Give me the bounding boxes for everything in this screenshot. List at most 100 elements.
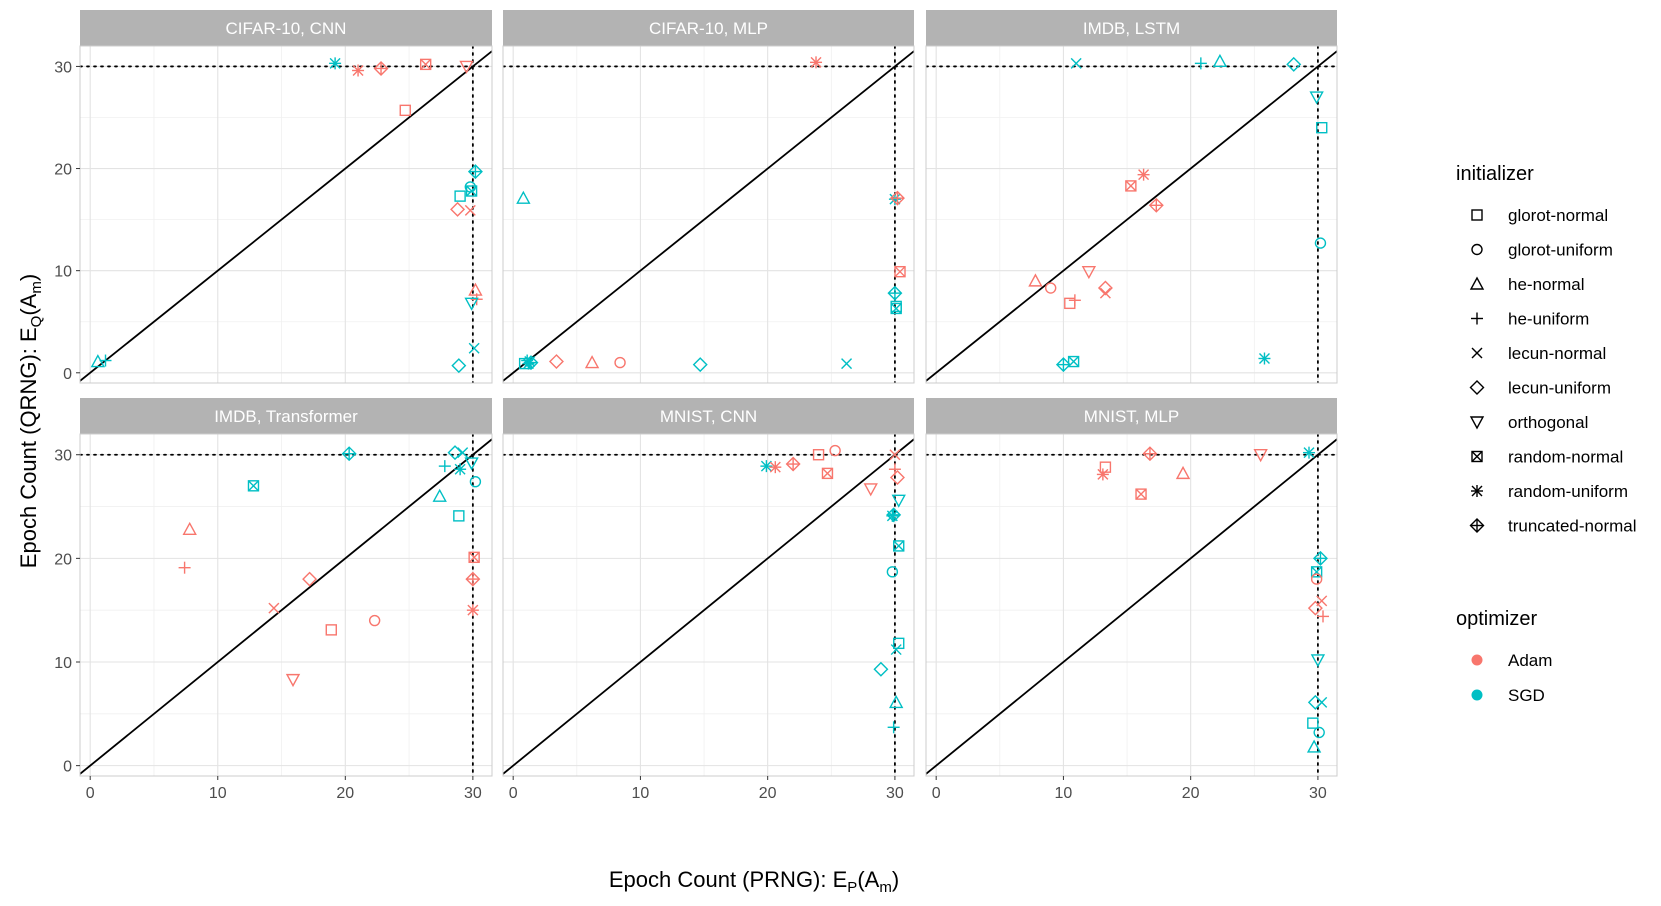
y-tick-label: 20 — [54, 162, 72, 179]
data-point — [468, 342, 480, 354]
data-point — [873, 661, 889, 677]
data-point — [329, 57, 342, 70]
data-points — [516, 56, 906, 373]
data-point — [863, 483, 878, 497]
data-point — [469, 475, 482, 488]
x-axis-title: Epoch Count (PRNG): EP(Am) — [609, 867, 899, 896]
data-points — [90, 57, 483, 374]
data-point — [419, 58, 432, 71]
data-point — [438, 460, 451, 473]
legend-item-glorot-normal: glorot-normal — [1471, 206, 1608, 225]
data-point — [769, 461, 782, 474]
data-points — [178, 445, 482, 688]
data-point — [468, 282, 483, 296]
diagonal-line — [503, 438, 914, 775]
data-point — [1212, 53, 1228, 68]
legend-label: Adam — [1508, 651, 1552, 670]
data-point — [516, 190, 531, 204]
legend-label: he-uniform — [1508, 310, 1589, 329]
x-tick-label: 30 — [1309, 785, 1327, 802]
facet-strip — [80, 398, 492, 434]
data-point — [465, 571, 481, 587]
legend-label: glorot-uniform — [1508, 241, 1613, 260]
legend-item-adam: Adam — [1471, 651, 1552, 670]
data-point — [1070, 57, 1082, 69]
data-point — [1316, 121, 1328, 134]
data-point — [889, 694, 904, 709]
data-point — [454, 463, 467, 476]
x-tick-label: 10 — [209, 785, 227, 802]
diagonal-line — [80, 49, 492, 382]
legend-key-glorot-normal — [1471, 209, 1483, 221]
data-point — [432, 488, 447, 502]
diagonal-line — [926, 438, 1337, 775]
data-point — [614, 356, 626, 369]
data-point — [468, 551, 480, 564]
diagonal-line — [503, 49, 914, 382]
data-point — [1081, 265, 1097, 280]
panel-border — [79, 433, 493, 777]
diagonal-line — [80, 438, 492, 775]
x-tick-label: 30 — [886, 785, 904, 802]
legend-key-glorot-uniform — [1471, 243, 1483, 256]
data-point — [1137, 168, 1150, 181]
legend-label: glorot-normal — [1508, 206, 1608, 225]
legend-optimizer-items: Adam SGD — [1471, 651, 1552, 705]
facet-panel: MNIST, MLP 0 10 20 30 — [925, 398, 1338, 802]
gridlines — [80, 46, 492, 383]
data-point — [829, 444, 841, 457]
legend-item-orthogonal: orthogonal — [1469, 413, 1588, 432]
data-point — [760, 460, 773, 473]
facet-title: CIFAR-10, CNN — [226, 19, 347, 38]
facet-panel: MNIST, CNN 0 10 20 30 — [502, 398, 915, 802]
data-point — [889, 449, 901, 461]
data-point — [99, 354, 112, 367]
data-point — [1125, 180, 1137, 192]
panel-border — [925, 433, 1338, 777]
data-point — [891, 494, 906, 508]
data-point — [464, 204, 476, 216]
legend-item-he-normal: he-normal — [1469, 275, 1585, 294]
facet-strip — [926, 10, 1337, 46]
data-point — [352, 64, 365, 77]
gridlines — [80, 434, 492, 776]
x-tick-label: 10 — [632, 785, 650, 802]
data-point — [465, 185, 478, 197]
facet-strip — [80, 10, 492, 46]
data-point — [785, 456, 801, 472]
data-point — [1306, 739, 1322, 753]
legend-label: random-uniform — [1508, 482, 1628, 501]
data-point — [1309, 91, 1324, 105]
data-point — [1055, 357, 1071, 373]
data-point — [584, 355, 600, 369]
data-point — [888, 193, 901, 206]
legend-item-sgd: SGD — [1471, 686, 1545, 705]
reference-lines — [503, 434, 914, 776]
data-point — [399, 104, 411, 117]
data-point — [841, 358, 853, 370]
data-point — [1314, 237, 1327, 249]
panel-border — [502, 45, 915, 384]
legend-item-he-uniform: he-uniform — [1471, 310, 1589, 329]
x-tick-label: 20 — [759, 785, 777, 802]
data-point — [373, 60, 389, 76]
data-point — [178, 561, 191, 574]
data-point — [450, 201, 466, 217]
data-point — [454, 190, 466, 202]
data-point — [1028, 273, 1043, 287]
data-point — [341, 446, 357, 462]
data-point — [887, 285, 903, 301]
y-tick-label: 0 — [63, 366, 72, 383]
facet-strip — [503, 10, 914, 46]
panel-border — [502, 433, 915, 777]
data-point — [464, 297, 479, 311]
y-tick-label: 10 — [54, 264, 72, 281]
data-point — [1258, 352, 1271, 365]
legend-label: lecun-normal — [1508, 344, 1606, 363]
legend-key-sgd — [1471, 689, 1483, 701]
data-point — [1313, 726, 1325, 739]
data-point — [890, 644, 902, 656]
data-point — [1096, 468, 1109, 481]
facet-title: MNIST, MLP — [1084, 407, 1179, 426]
